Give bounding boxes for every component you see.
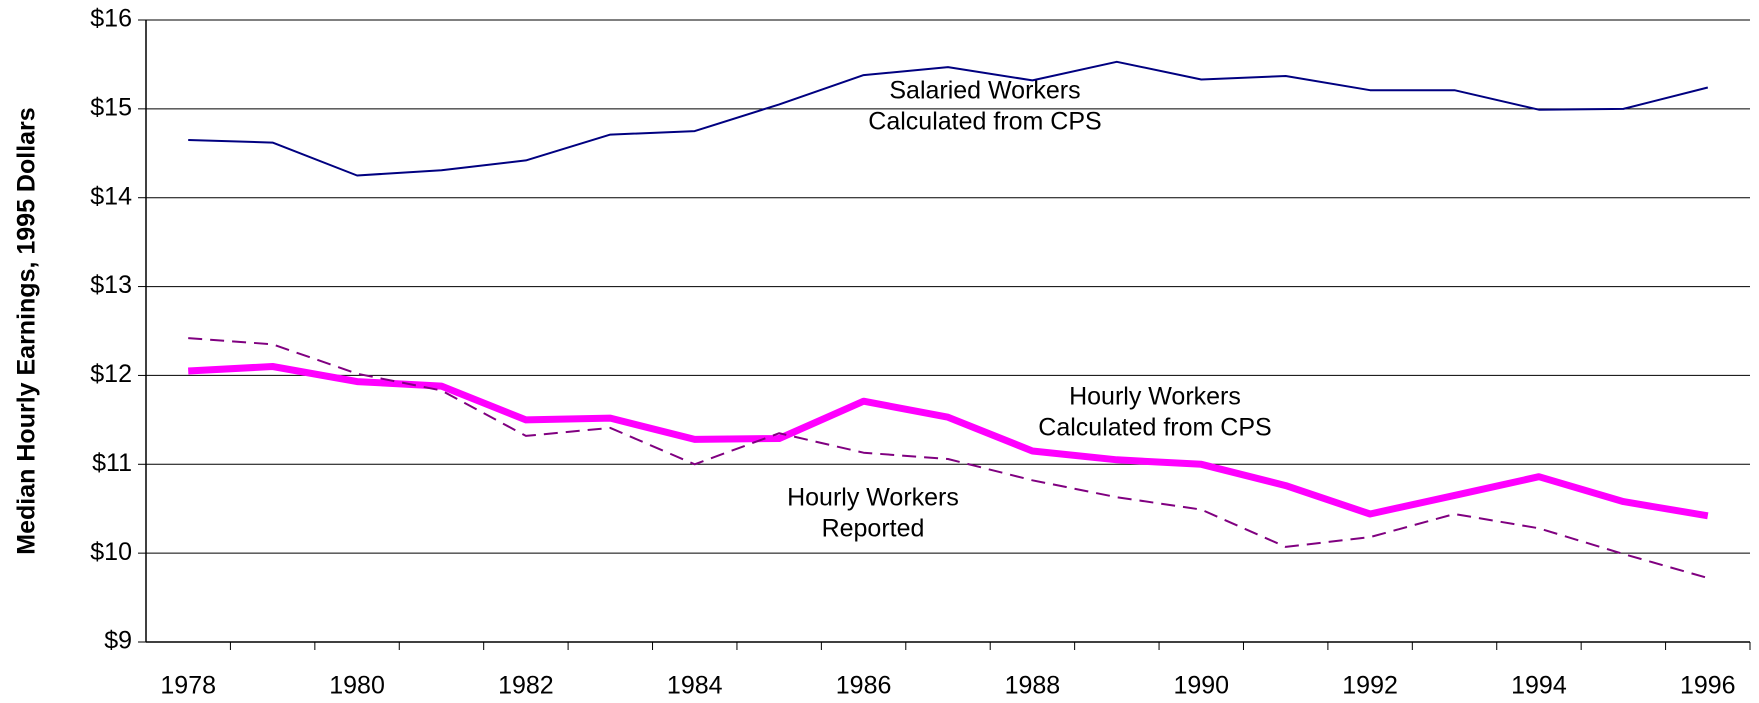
series-label: Calculated from CPS [868,108,1101,136]
x-tick-label: 1990 [1173,672,1229,700]
y-tick-label: $16 [90,5,132,33]
series-label: Calculated from CPS [1038,414,1271,442]
series-label: Salaried Workers [889,77,1080,105]
series-line [188,60,1709,177]
x-tick-label: 1980 [329,672,385,700]
x-tick-label: 1994 [1511,672,1567,700]
series-line [188,363,1709,520]
x-tick-label: 1996 [1680,672,1736,700]
y-axis-label: Median Hourly Earnings, 1995 Dollars [13,107,41,554]
series-label: Hourly Workers [1069,383,1241,411]
y-tick-label: $15 [90,93,132,121]
x-tick-label: 1982 [498,672,554,700]
x-tick-label: 1986 [836,672,892,700]
y-tick-label: $11 [92,449,132,477]
y-tick-label: $10 [90,538,132,566]
series-line [188,337,1709,579]
y-tick-label: $12 [90,360,132,388]
x-tick-label: 1992 [1342,672,1398,700]
x-tick-label: 1978 [160,672,216,700]
x-tick-label: 1984 [667,672,723,700]
y-tick-label: $14 [90,182,132,210]
y-tick-label: $9 [104,627,132,655]
series-label: Hourly Workers [787,484,959,512]
series-label: Reported [822,515,925,543]
y-tick-label: $13 [90,271,132,299]
x-tick-label: 1988 [1005,672,1061,700]
